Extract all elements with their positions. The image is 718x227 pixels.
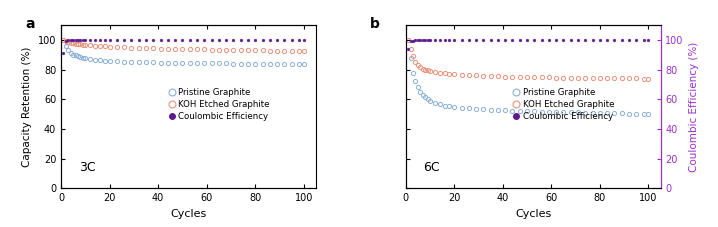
Legend: Pristine Graphite, KOH Etched Graphite, Coulombic Efficiency: Pristine Graphite, KOH Etched Graphite, … (512, 87, 615, 122)
Text: 6C: 6C (424, 161, 440, 174)
Text: a: a (25, 17, 35, 31)
Text: b: b (370, 17, 380, 31)
Y-axis label: Coulombic Efficiency (%): Coulombic Efficiency (%) (689, 42, 699, 172)
X-axis label: Cycles: Cycles (170, 209, 207, 219)
X-axis label: Cycles: Cycles (515, 209, 551, 219)
Y-axis label: Capacity Retention (%): Capacity Retention (%) (22, 47, 32, 167)
Legend: Pristine Graphite, KOH Etched Graphite, Coulombic Efficiency: Pristine Graphite, KOH Etched Graphite, … (167, 87, 271, 122)
Text: 3C: 3C (79, 161, 95, 174)
